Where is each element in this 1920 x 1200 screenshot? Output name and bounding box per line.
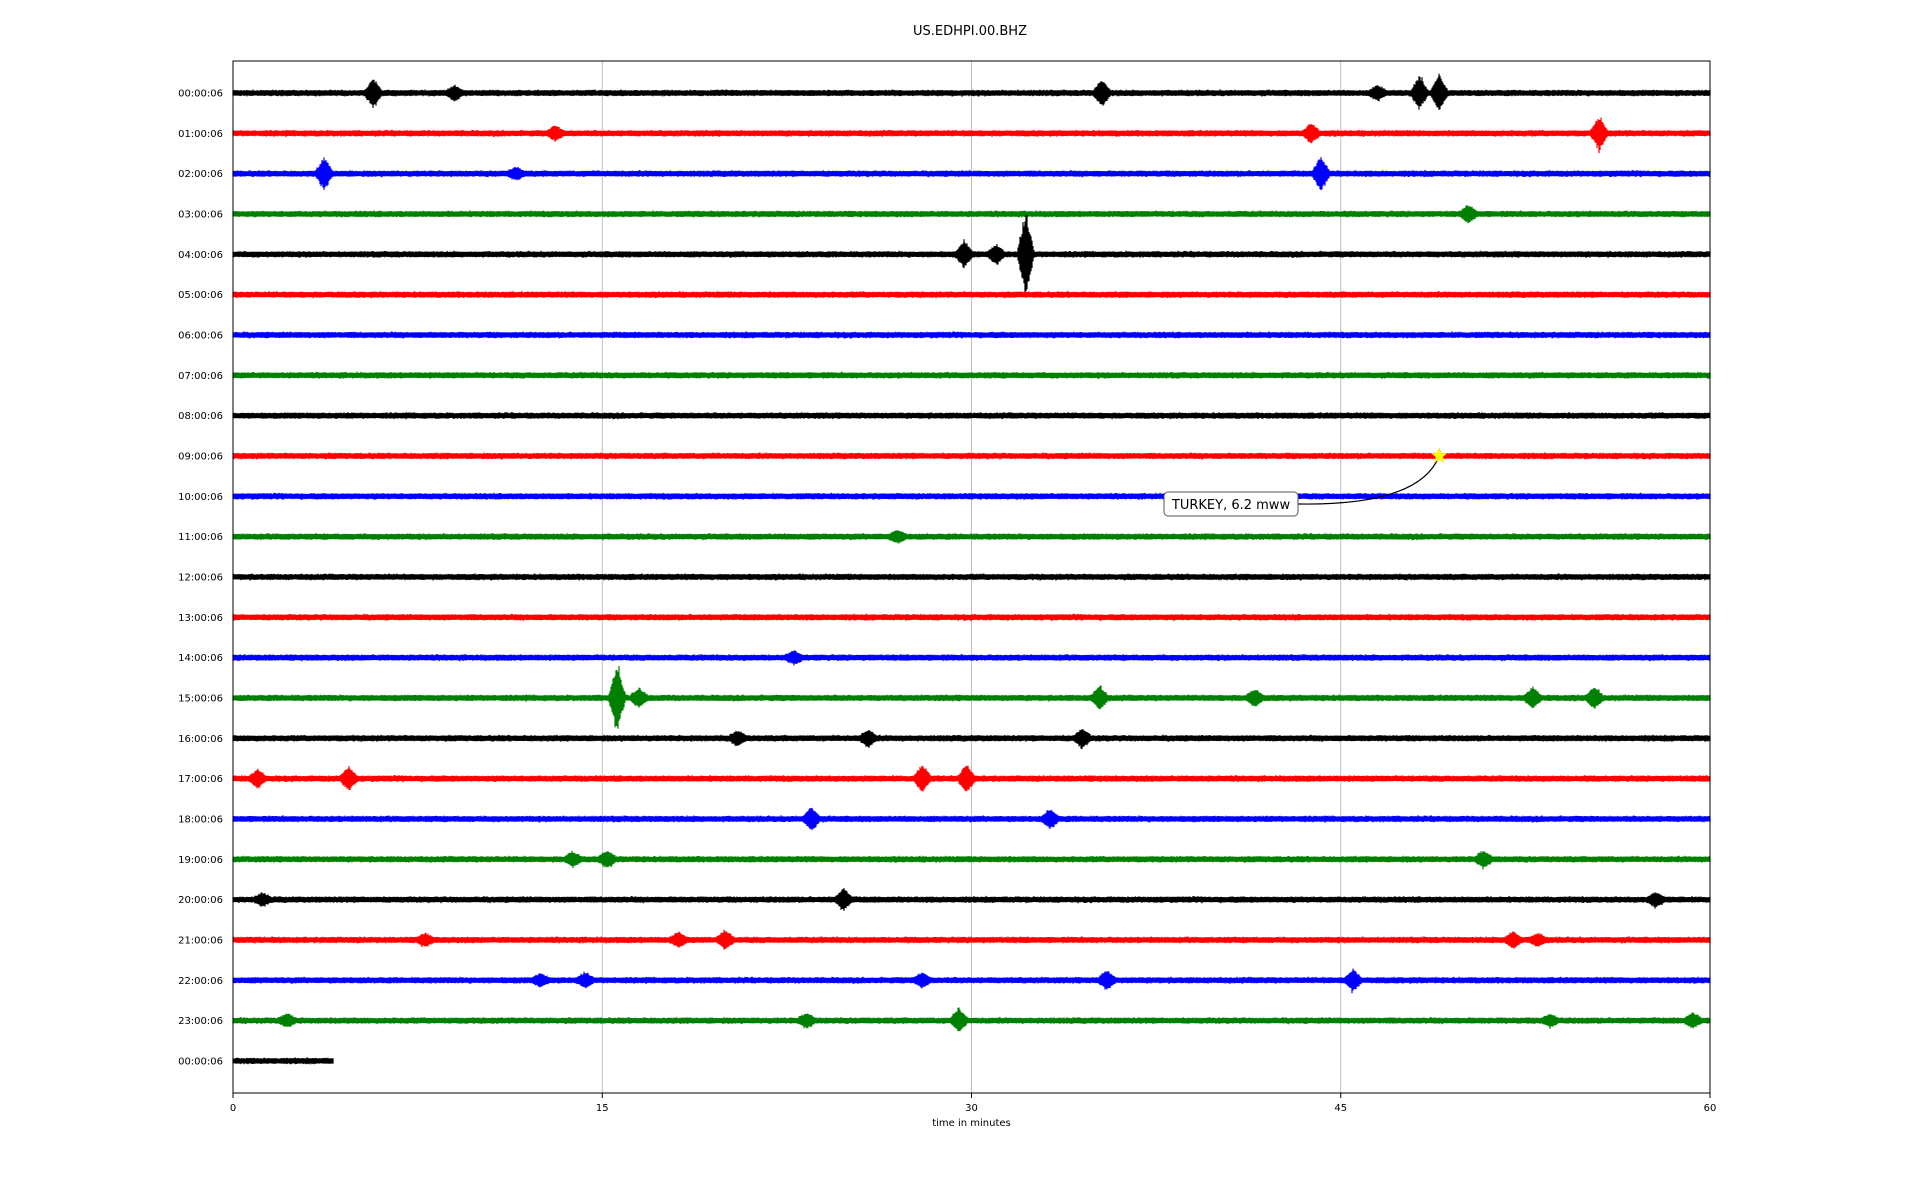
- x-tick-label-1: 15: [596, 1103, 609, 1114]
- annotation-arrow-0: [1297, 455, 1440, 505]
- chart-title: US.EDHPI.00.BHZ: [913, 24, 1027, 39]
- x-axis-label: time in minutes: [932, 1118, 1011, 1129]
- row-label-15: 15:00:06: [178, 693, 223, 704]
- annotation-box-0: [1163, 491, 1299, 517]
- row-labels: 00:00:06 01:00:06 02:00:06 03:00:06 04:00:06…: [178, 89, 223, 1068]
- trace-row-7: [232, 371, 1711, 379]
- row-label-7: 07:00:06: [178, 371, 223, 382]
- row-label-9: 09:00:06: [178, 451, 223, 462]
- row-label-16: 16:00:06: [178, 734, 223, 745]
- row-label-22: 22:00:06: [178, 976, 223, 987]
- event-star-marker-0: [1430, 447, 1448, 463]
- row-label-21: 21:00:06: [178, 935, 223, 946]
- row-label-5: 05:00:06: [178, 290, 223, 301]
- trace-row-12: [232, 573, 1711, 581]
- row-label-14: 14:00:06: [178, 653, 223, 664]
- row-label-4: 04:00:06: [178, 250, 223, 261]
- trace-row-5: [232, 291, 1711, 299]
- row-label-24: 00:00:06: [178, 1056, 223, 1067]
- row-label-8: 08:00:06: [178, 411, 223, 422]
- row-label-11: 11:00:06: [178, 532, 223, 543]
- trace-row-24: [232, 1057, 334, 1065]
- trace-row-9: [232, 452, 1711, 460]
- row-label-17: 17:00:06: [178, 774, 223, 785]
- row-label-12: 12:00:06: [178, 572, 223, 583]
- trace-row-13: [232, 613, 1711, 621]
- row-label-23: 23:00:06: [178, 1016, 223, 1027]
- row-label-20: 20:00:06: [178, 895, 223, 906]
- x-tick-label-4: 60: [1704, 1103, 1717, 1114]
- row-label-6: 06:00:06: [178, 330, 223, 341]
- row-label-18: 18:00:06: [178, 814, 223, 825]
- row-label-3: 03:00:06: [178, 209, 223, 220]
- row-label-1: 01:00:06: [178, 129, 223, 140]
- trace-row-8: [232, 411, 1711, 420]
- x-axis-ticks: 0 15 30 45 60: [230, 1093, 1717, 1114]
- row-label-10: 10:00:06: [178, 492, 223, 503]
- x-tick-label-3: 45: [1334, 1103, 1347, 1114]
- annotation-label-0: TURKEY, 6.2 mww: [1171, 498, 1291, 513]
- x-tick-label-0: 0: [230, 1103, 236, 1114]
- trace-row-10: [232, 492, 1711, 500]
- row-label-19: 19:00:06: [178, 855, 223, 866]
- row-label-13: 13:00:06: [178, 613, 223, 624]
- row-label-0: 00:00:06: [178, 89, 223, 100]
- annotations: TURKEY, 6.2 mww: [1163, 447, 1448, 517]
- row-label-2: 02:00:06: [178, 169, 223, 180]
- x-tick-label-2: 30: [965, 1103, 978, 1114]
